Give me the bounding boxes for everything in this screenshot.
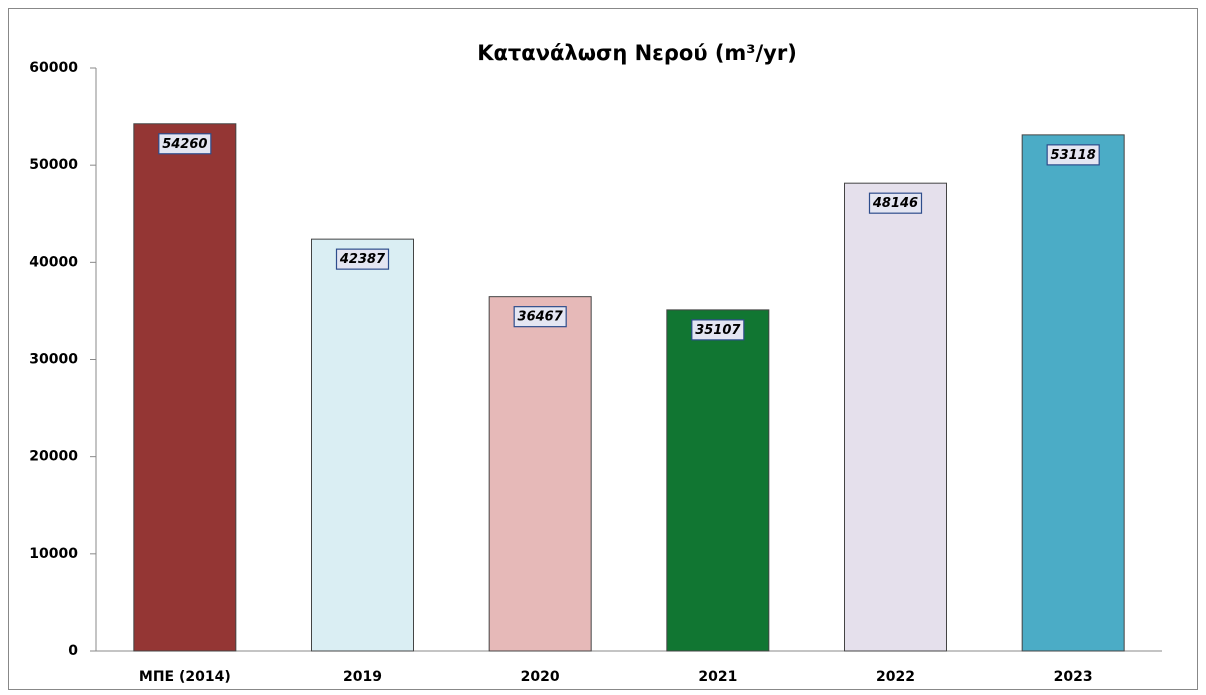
value-label-box bbox=[513, 306, 567, 328]
x-tick-label: 2023 bbox=[1054, 669, 1093, 685]
y-tick-label: 60000 bbox=[29, 60, 78, 76]
y-tick-label: 30000 bbox=[29, 352, 78, 368]
bar bbox=[1021, 134, 1125, 652]
value-label-box bbox=[335, 248, 390, 270]
x-tick-label: ΜΠΕ (2014) bbox=[139, 669, 231, 685]
x-tick-label: 2019 bbox=[343, 669, 382, 685]
value-label-box bbox=[868, 192, 923, 214]
y-tick-label: 0 bbox=[68, 643, 78, 659]
value-label: 48146 bbox=[872, 196, 918, 211]
bar bbox=[666, 309, 770, 652]
value-label-box bbox=[691, 319, 745, 341]
x-tick-label: 2021 bbox=[698, 669, 737, 685]
bar bbox=[311, 238, 414, 652]
y-tick-label: 10000 bbox=[29, 546, 78, 562]
bar bbox=[133, 123, 237, 652]
chart-title: Κατανάλωση Νερού (m³/yr) bbox=[477, 41, 797, 65]
value-label: 35107 bbox=[695, 323, 741, 338]
bar bbox=[488, 296, 592, 652]
y-tick-label: 50000 bbox=[29, 157, 78, 173]
value-label-box bbox=[1046, 144, 1100, 166]
y-tick-label: 20000 bbox=[29, 449, 78, 465]
bar bbox=[844, 182, 947, 652]
value-label: 53118 bbox=[1051, 148, 1096, 163]
value-label: 54260 bbox=[162, 137, 207, 152]
x-tick-label: 2022 bbox=[876, 669, 915, 685]
value-label: 36467 bbox=[518, 310, 564, 325]
y-tick-label: 40000 bbox=[29, 254, 78, 270]
value-label: 42387 bbox=[339, 252, 386, 267]
value-label-box bbox=[158, 133, 212, 155]
x-tick-label: 2020 bbox=[521, 669, 560, 685]
